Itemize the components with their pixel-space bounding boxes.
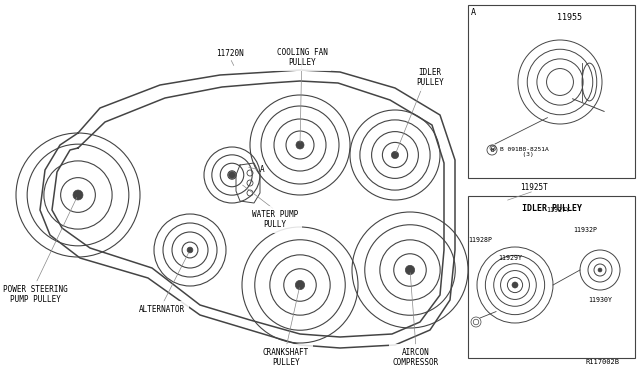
Text: 11930Y: 11930Y xyxy=(588,297,612,303)
Bar xyxy=(468,5,635,178)
Text: A: A xyxy=(260,166,264,174)
Text: IDLER
PULLEY: IDLER PULLEY xyxy=(416,68,444,87)
Text: 11925T: 11925T xyxy=(520,183,548,192)
Circle shape xyxy=(296,280,305,290)
Text: CRANKSHAFT
PULLEY: CRANKSHAFT PULLEY xyxy=(263,348,309,368)
Text: 11927Y: 11927Y xyxy=(546,207,570,213)
Circle shape xyxy=(73,190,83,200)
Text: COOLING FAN
PULLEY: COOLING FAN PULLEY xyxy=(276,48,328,67)
Text: 11929Y: 11929Y xyxy=(498,255,522,261)
Circle shape xyxy=(392,151,399,158)
Text: 11955: 11955 xyxy=(557,13,582,22)
Circle shape xyxy=(405,265,415,275)
Circle shape xyxy=(598,268,602,272)
Text: 11720N: 11720N xyxy=(216,49,244,58)
Text: ALTERNATOR: ALTERNATOR xyxy=(139,305,185,314)
Bar xyxy=(468,196,635,358)
Text: WATER PUMP
PULLY: WATER PUMP PULLY xyxy=(252,210,298,230)
Text: B 091B8-8251A
      (3): B 091B8-8251A (3) xyxy=(500,147,548,157)
Circle shape xyxy=(296,141,304,149)
Text: 11928P: 11928P xyxy=(468,237,492,243)
Text: POWER STEERING
PUMP PULLEY: POWER STEERING PUMP PULLEY xyxy=(3,285,67,304)
Text: R117002B: R117002B xyxy=(586,359,620,365)
Text: A: A xyxy=(471,8,476,17)
Text: 11932P: 11932P xyxy=(573,227,597,233)
Text: IDLER PULLEY: IDLER PULLEY xyxy=(522,204,582,213)
Text: AIRCON
COMPRESSOR: AIRCON COMPRESSOR xyxy=(393,348,439,368)
Circle shape xyxy=(512,282,518,288)
Text: B: B xyxy=(490,148,493,153)
Circle shape xyxy=(228,171,236,178)
Circle shape xyxy=(187,247,193,253)
